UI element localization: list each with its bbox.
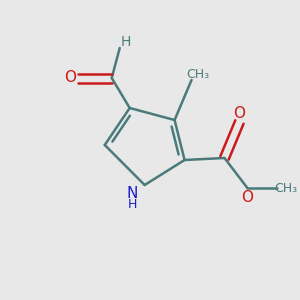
Text: CH₃: CH₃	[274, 182, 297, 194]
Text: O: O	[242, 190, 254, 206]
Text: N: N	[127, 185, 138, 200]
Text: CH₃: CH₃	[186, 68, 209, 82]
Text: O: O	[233, 106, 245, 122]
Text: H: H	[121, 35, 131, 49]
Text: O: O	[64, 70, 76, 86]
Text: H: H	[128, 199, 137, 212]
